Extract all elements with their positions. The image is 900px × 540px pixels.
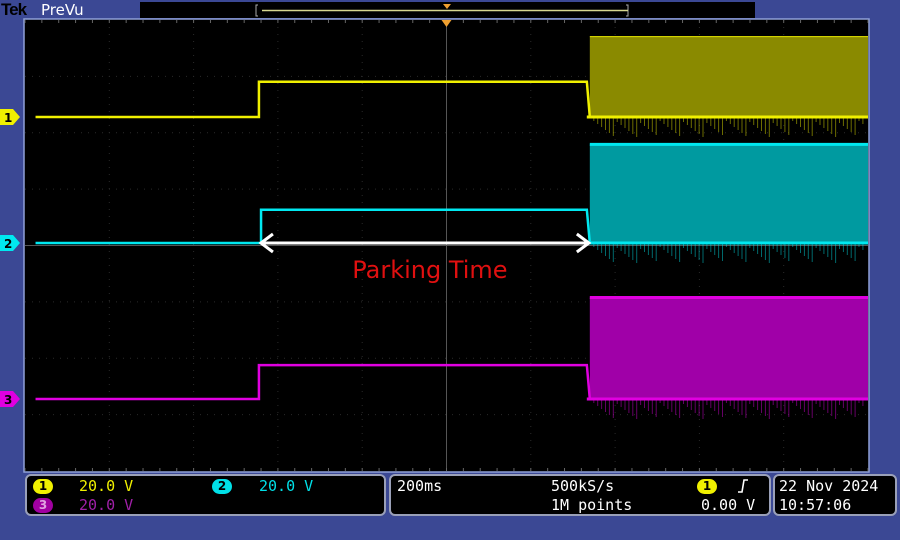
ch2-ground-marker (0, 235, 20, 251)
record-length: 1M points (551, 496, 633, 514)
arrow-right-icon (575, 232, 592, 254)
rising-edge-icon (738, 479, 748, 493)
parking-time-label: Parking Time (352, 256, 507, 284)
record-preview-svg (255, 4, 629, 17)
ch2-badge[interactable]: 2 (212, 479, 232, 494)
ch2-waveform (35, 208, 592, 245)
horizontal-scale[interactable]: 200ms (397, 477, 443, 495)
brand-logo: Tek (1, 0, 27, 19)
ch3-burst-envelope (589, 297, 868, 399)
ch1-ground-marker (0, 109, 20, 125)
date: 22 Nov 2024 (779, 477, 879, 495)
ch2-ground-label: 2 (4, 237, 12, 251)
ch1-waveform (35, 80, 592, 119)
ch3-ground-marker (0, 391, 20, 407)
ch1-ground-label: 1 (4, 111, 12, 125)
ch3-waveform (35, 363, 592, 401)
ch1-badge[interactable]: 1 (33, 479, 53, 494)
ch2-scale[interactable]: 20.0 V (259, 477, 314, 495)
ch1-scale[interactable]: 20.0 V (79, 477, 134, 495)
trigger-level[interactable]: 0.00 V (701, 496, 756, 514)
ch1-burst-envelope (589, 36, 868, 117)
ch3-scale[interactable]: 20.0 V (79, 496, 134, 514)
ch2-burst-envelope (589, 144, 868, 243)
time: 10:57:06 (779, 496, 852, 514)
channel-panel[interactable]: 1 20.0 V 2 20.0 V 3 20.0 V (25, 474, 386, 516)
arrow-left-icon (258, 232, 274, 254)
timebase-trigger-panel[interactable]: 200ms 500kS/s 1M points 1 0.00 V (389, 474, 771, 516)
acquisition-mode: PreVu (41, 1, 84, 19)
trigger-source-badge[interactable]: 1 (697, 479, 717, 494)
waveform-display: 1 2 3 Parking Time (0, 18, 870, 473)
datetime-panel: 22 Nov 2024 10:57:06 (773, 474, 897, 516)
ch3-badge[interactable]: 3 (33, 498, 53, 513)
sample-rate: 500kS/s (551, 477, 615, 495)
record-preview-bar[interactable] (140, 2, 755, 18)
trigger-position-marker-icon (441, 20, 452, 27)
ch3-ground-label: 3 (4, 393, 12, 407)
preview-trigger-marker-icon (443, 4, 451, 9)
preview-bracket-left (255, 4, 258, 17)
